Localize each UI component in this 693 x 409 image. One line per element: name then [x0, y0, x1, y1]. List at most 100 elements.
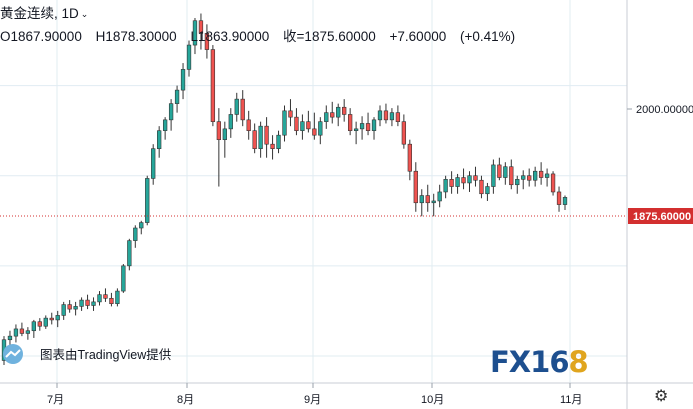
- candle: [127, 238, 132, 271]
- candle-body-up: [121, 265, 126, 292]
- candle-body-up: [353, 128, 359, 131]
- candle-body-up: [222, 128, 227, 140]
- open-value: O1867.90000: [0, 29, 82, 44]
- candle-body-up: [533, 170, 538, 181]
- candle: [401, 114, 407, 149]
- candle-body-up: [419, 195, 424, 204]
- candle-body-up: [145, 178, 150, 223]
- candle-body-up: [97, 294, 102, 303]
- candle: [473, 166, 478, 187]
- x-tick-label: 11月: [560, 394, 582, 406]
- candle-body-up: [192, 20, 198, 46]
- symbol-name: 黄金连续: [0, 6, 54, 21]
- fx168-logo: FX168: [490, 345, 589, 379]
- candle-body-down: [449, 179, 454, 187]
- candle: [7, 330, 13, 347]
- candle: [324, 105, 329, 129]
- x-tick-label: 8月: [177, 394, 194, 406]
- candle-body-up: [7, 335, 13, 341]
- change-pct-value: (+0.41%): [459, 29, 516, 44]
- candle-body-down: [37, 321, 42, 327]
- candle: [151, 144, 156, 185]
- candle-body-down: [288, 110, 293, 118]
- tradingview-attribution[interactable]: 图表由TradingView提供: [0, 342, 171, 364]
- candle-body-down: [509, 166, 514, 186]
- candle: [55, 310, 60, 328]
- candle-body-up: [139, 222, 144, 229]
- candle-body-down: [550, 173, 556, 193]
- candle: [431, 193, 436, 217]
- candle: [503, 162, 508, 185]
- candle-body-up: [437, 191, 442, 202]
- candle-body-up: [228, 114, 233, 130]
- candle-body-down: [198, 20, 204, 34]
- candle: [312, 112, 317, 140]
- candle-body-up: [157, 130, 162, 149]
- gear-icon[interactable]: ⚙: [654, 388, 669, 405]
- candle-body-down: [479, 179, 484, 195]
- candle-body-down: [556, 191, 562, 205]
- candle-body-up: [431, 200, 436, 204]
- candle: [556, 186, 562, 212]
- candle: [234, 92, 239, 122]
- candle-body-up: [324, 112, 329, 122]
- tradingview-cloud-icon: [3, 344, 23, 364]
- candle: [353, 121, 359, 145]
- candle-body-down: [49, 317, 54, 321]
- candle: [180, 63, 186, 100]
- chart-grid: [0, 0, 627, 383]
- low-value: L1863.90000: [190, 29, 270, 44]
- candle: [49, 312, 54, 325]
- candle: [73, 301, 78, 316]
- candle: [133, 225, 138, 248]
- candle-body-up: [73, 306, 78, 310]
- candle-body-down: [347, 114, 353, 131]
- candle: [562, 195, 568, 210]
- candle: [521, 170, 526, 190]
- candle: [145, 175, 150, 226]
- candle: [198, 13, 204, 50]
- candle-body-down: [473, 175, 478, 181]
- candle-body-up: [61, 304, 66, 316]
- candle-body-up: [521, 175, 526, 180]
- candle: [43, 315, 48, 329]
- price-tag: [628, 208, 693, 224]
- candle-body-down: [216, 121, 222, 140]
- candle-body-up: [79, 299, 84, 307]
- candle-body-up: [180, 69, 186, 91]
- candle: [115, 288, 120, 307]
- candle: [485, 182, 490, 201]
- candle: [79, 297, 84, 311]
- candle: [103, 288, 108, 302]
- symbol-title[interactable]: 黄金连续, 1D ⌄: [0, 6, 89, 21]
- candle: [240, 90, 245, 127]
- candle-body-down: [383, 110, 389, 121]
- candle-body-up: [162, 119, 168, 131]
- candle-body-up: [133, 227, 138, 241]
- candle: [527, 168, 532, 187]
- candle-body-up: [258, 125, 263, 149]
- candle: [276, 130, 281, 154]
- candle: [425, 184, 430, 212]
- candle-body-up: [389, 112, 395, 121]
- candle-body-down: [240, 98, 245, 121]
- candle-body-down: [19, 328, 25, 334]
- candle-body-up: [276, 134, 281, 149]
- candle-body-up: [300, 121, 305, 131]
- candle-body-up: [282, 110, 287, 136]
- candle: [318, 117, 323, 145]
- candle-body-down: [270, 143, 275, 149]
- candle: [455, 173, 460, 194]
- candle: [479, 175, 484, 199]
- candle: [491, 159, 496, 194]
- candle-body-down: [264, 125, 269, 145]
- candle: [407, 139, 412, 181]
- candle-body-down: [497, 164, 502, 178]
- candle: [139, 220, 144, 235]
- chevron-down-icon[interactable]: ⌄: [80, 9, 89, 19]
- candle: [85, 294, 90, 310]
- candle-body-up: [13, 328, 19, 337]
- candle-body-up: [43, 317, 48, 327]
- x-tick-label: 9月: [304, 394, 321, 406]
- candle-body-up: [359, 123, 365, 130]
